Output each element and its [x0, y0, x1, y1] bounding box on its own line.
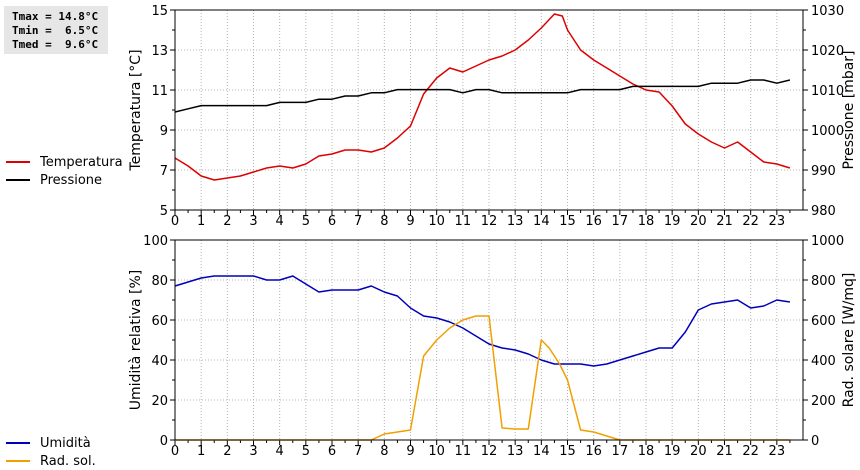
legend-label-umidita: Umidità	[40, 435, 91, 451]
chart1-ytick-label-15: 15	[151, 4, 168, 19]
chart2-y2tick-label-800: 800	[811, 274, 836, 289]
chart2-xtick-label-15: 15	[559, 444, 576, 459]
stat-tmed: Tmed = 9.6°C	[12, 38, 99, 51]
chart1-y2tick-label-1000: 1000	[811, 124, 844, 139]
chart1-xtick-label-10: 10	[428, 214, 445, 229]
chart2-xtick-label-13: 13	[507, 444, 524, 459]
chart2-xtick-label-22: 22	[742, 444, 759, 459]
chart2-xtick-label-1: 1	[197, 444, 205, 459]
chart2-xtick-label-16: 16	[585, 444, 602, 459]
legend-item-temperatura: Temperatura	[6, 153, 123, 171]
chart1-series-temperatura	[174, 13, 791, 181]
chart2-y2tick-label-0: 0	[811, 434, 819, 449]
chart2-y2tick-label-1000: 1000	[811, 234, 844, 249]
chart1-ytick-label-11: 11	[151, 84, 168, 99]
chart1-xtick-label-12: 12	[481, 214, 498, 229]
stats-box: Tmax = 14.8°C Tmin = 6.5°C Tmed = 9.6°C	[4, 6, 108, 54]
chart1-y2tick-label-1010: 1010	[811, 84, 844, 99]
chart2-series-umidita	[174, 275, 791, 367]
chart1-xtick-label-4: 4	[276, 214, 284, 229]
chart2-ytick-label-60: 60	[151, 314, 168, 329]
chart2-xtick-label-3: 3	[249, 444, 257, 459]
chart2-xtick-label-9: 9	[406, 444, 414, 459]
legend-swatch-radsol	[6, 460, 30, 462]
legend-swatch-pressione	[6, 179, 30, 181]
chart1-y2tick-label-1020: 1020	[811, 44, 844, 59]
chart2-xtick-label-6: 6	[328, 444, 336, 459]
chart1-frame	[174, 9, 804, 211]
chart1-xtick-label-15: 15	[559, 214, 576, 229]
chart2-xtick-label-17: 17	[612, 444, 629, 459]
chart2-y2tick-label-400: 400	[811, 354, 836, 369]
chart2-xtick-label-5: 5	[302, 444, 310, 459]
chart2-xtick-label-20: 20	[690, 444, 707, 459]
chart1-xtick-label-13: 13	[507, 214, 524, 229]
chart1-ytick-label-9: 9	[160, 124, 168, 139]
chart2-xtick-label-12: 12	[481, 444, 498, 459]
chart1-xtick-label-9: 9	[406, 214, 414, 229]
legend-label-temperatura: Temperatura	[40, 154, 123, 170]
chart2-y2label: Rad. solare [W/mq]	[841, 273, 857, 408]
chart1-xtick-label-7: 7	[354, 214, 362, 229]
chart2-ylabel: Umidità relativa [%]	[128, 270, 144, 411]
chart1-xtick-label-3: 3	[249, 214, 257, 229]
chart2-xtick-label-2: 2	[223, 444, 231, 459]
stat-tmax: Tmax = 14.8°C	[12, 10, 99, 23]
chart1-xtick-label-5: 5	[302, 214, 310, 229]
chart1-y2tick-label-990: 990	[811, 164, 836, 179]
stat-tmin: Tmin = 6.5°C	[12, 24, 99, 37]
legend-swatch-umidita	[6, 442, 30, 444]
chart1-y2tick-label-980: 980	[811, 204, 836, 219]
chart2-xtick-label-0: 0	[171, 444, 179, 459]
chart2-xtick-label-11: 11	[455, 444, 472, 459]
chart2-ytick-label-40: 40	[151, 354, 168, 369]
chart2-ytick-label-0: 0	[160, 434, 168, 449]
chart2-xtick-label-7: 7	[354, 444, 362, 459]
chart1-xtick-label-17: 17	[612, 214, 629, 229]
chart1-xtick-label-23: 23	[769, 214, 786, 229]
chart1-xtick-label-2: 2	[223, 214, 231, 229]
chart2-xtick-label-19: 19	[664, 444, 681, 459]
chart1-xtick-label-20: 20	[690, 214, 707, 229]
chart2-ytick-label-80: 80	[151, 274, 168, 289]
chart1-xtick-label-6: 6	[328, 214, 336, 229]
chart2-frame	[174, 239, 804, 441]
chart2-xtick-label-8: 8	[380, 444, 388, 459]
chart2-ytick-label-100: 100	[143, 234, 168, 249]
chart1-xtick-label-8: 8	[380, 214, 388, 229]
legend-label-pressione: Pressione	[40, 172, 103, 188]
chart2-xtick-label-14: 14	[533, 444, 550, 459]
chart1-xtick-label-21: 21	[716, 214, 733, 229]
chart1-xtick-label-18: 18	[638, 214, 655, 229]
chart2-xtick-label-4: 4	[276, 444, 284, 459]
chart1-ytick-label-7: 7	[160, 164, 168, 179]
chart1-xtick-label-19: 19	[664, 214, 681, 229]
chart1-xtick-label-0: 0	[171, 214, 179, 229]
chart1-ylabel: Temperatura [°C]	[128, 49, 144, 171]
legend-swatch-temperatura	[6, 161, 30, 163]
chart1-y2label: Pressione [mbar]	[841, 50, 857, 169]
chart1-y2tick-label-1030: 1030	[811, 4, 844, 19]
chart2-y2tick-label-600: 600	[811, 314, 836, 329]
chart1-xtick-label-16: 16	[585, 214, 602, 229]
legend-item-pressione: Pressione	[6, 171, 123, 189]
chart1-series-pressione	[174, 79, 791, 113]
chart1-ytick-label-5: 5	[160, 204, 168, 219]
chart2-ytick-label-20: 20	[151, 394, 168, 409]
charts-canvas: 0 1 2 3 4 5 6 7 8 9 10 11 12 13 14 15 16 17 18 19 20 21 22 2357…	[128, 4, 857, 459]
chart2-y2tick-label-200: 200	[811, 394, 836, 409]
legend-top: Temperatura Pressione	[6, 153, 123, 189]
chart2-xtick-label-18: 18	[638, 444, 655, 459]
chart2-xtick-label-21: 21	[716, 444, 733, 459]
chart1-xtick-label-11: 11	[455, 214, 472, 229]
chart2-xtick-label-10: 10	[428, 444, 445, 459]
chart1-xtick-label-14: 14	[533, 214, 550, 229]
chart1-ytick-label-13: 13	[151, 44, 168, 59]
chart2-xtick-label-23: 23	[769, 444, 786, 459]
chart1-xtick-label-22: 22	[742, 214, 759, 229]
legend-item-umidita: Umidità	[6, 434, 96, 452]
chart1-xtick-label-1: 1	[197, 214, 205, 229]
